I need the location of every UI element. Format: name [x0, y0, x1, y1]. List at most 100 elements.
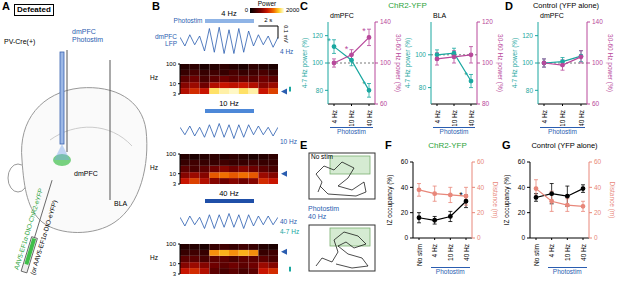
svg-text:40: 40	[594, 184, 602, 191]
html-text:B: B	[152, 0, 160, 12]
svg-text:4 Hz: 4 Hz	[541, 110, 548, 123]
svg-text:0.1 mV: 0.1 mV	[283, 25, 289, 43]
svg-text:AAV5-EF1α-DIO-ChR2-eYFP: AAV5-EF1α-DIO-ChR2-eYFP	[12, 187, 44, 271]
svg-text:140: 140	[592, 18, 603, 25]
svg-text:20: 20	[594, 209, 602, 216]
html-text:G: G	[502, 139, 511, 151]
svg-text:40 Hz: 40 Hz	[580, 244, 587, 261]
svg-text:60: 60	[594, 158, 602, 165]
svg-text:100: 100	[415, 51, 426, 58]
html-text:40 Hz: 40 Hz	[219, 189, 239, 198]
svg-text:30-60 Hz power (%): 30-60 Hz power (%)	[496, 34, 504, 92]
html-text:dmPFC LFP: dmPFC LFP	[155, 33, 177, 47]
svg-text:4 Hz: 4 Hz	[548, 244, 555, 257]
html-text:D: D	[505, 0, 513, 12]
svg-text:(or AAV5-EF1α-DIO-eYFP): (or AAV5-EF1α-DIO-eYFP)	[29, 199, 59, 276]
svg-text:60: 60	[592, 100, 600, 107]
svg-text:100: 100	[166, 241, 177, 247]
svg-text:Distance (m): Distance (m)	[491, 182, 499, 219]
svg-text:4 Hz: 4 Hz	[331, 110, 338, 123]
svg-text:3: 3	[173, 181, 177, 187]
svg-text:120: 120	[522, 32, 533, 39]
svg-text:4-7 Hz power (%): 4-7 Hz power (%)	[404, 38, 412, 89]
svg-text:0: 0	[404, 234, 408, 241]
svg-text:0: 0	[521, 234, 525, 241]
svg-text:100: 100	[482, 59, 493, 66]
svg-text:10 Hz: 10 Hz	[447, 244, 454, 261]
svg-text:60: 60	[518, 158, 526, 165]
svg-text:10 Hz: 10 Hz	[564, 244, 571, 261]
html-text:C: C	[300, 0, 308, 12]
svg-text:BLA: BLA	[114, 200, 128, 207]
svg-text:20: 20	[477, 209, 485, 216]
svg-text:*: *	[464, 70, 468, 80]
svg-text:Distance (m): Distance (m)	[608, 182, 616, 219]
svg-text:120: 120	[482, 18, 493, 25]
svg-text:100: 100	[592, 59, 603, 66]
html-text:Power: Power	[257, 0, 277, 7]
svg-text:80: 80	[526, 87, 534, 94]
svg-text:4 Hz: 4 Hz	[434, 110, 441, 123]
html-text:Photostim: Photostim	[72, 36, 104, 43]
svg-text:80: 80	[419, 84, 427, 91]
html-text:A: A	[2, 0, 10, 12]
html-text:Control (YFP alone): Control (YFP alone)	[531, 141, 598, 150]
svg-text:20: 20	[518, 209, 526, 216]
svg-text:*: *	[362, 26, 366, 36]
svg-text:40 Hz: 40 Hz	[366, 110, 373, 126]
svg-text:3: 3	[173, 271, 177, 277]
svg-text:120: 120	[312, 32, 323, 39]
svg-text:0: 0	[477, 234, 481, 241]
html-text:ChR2-YFP: ChR2-YFP	[428, 141, 467, 150]
svg-text:60: 60	[401, 158, 409, 165]
html-text:Photostim: Photostim	[173, 17, 203, 24]
svg-text:100: 100	[380, 59, 391, 66]
html-text:dmPFC: dmPFC	[72, 28, 96, 35]
svg-text:30-60 Hz power (%): 30-60 Hz power (%)	[394, 34, 402, 92]
svg-text:10: 10	[169, 81, 176, 87]
svg-text:10: 10	[169, 261, 176, 267]
html-text:PV-Cre(+): PV-Cre(+)	[4, 38, 36, 45]
svg-text:*: *	[345, 44, 349, 54]
svg-text:*: *	[362, 79, 366, 89]
svg-text:*: *	[459, 190, 463, 200]
svg-text:3: 3	[173, 91, 177, 97]
svg-text:dmPFC: dmPFC	[74, 170, 98, 177]
svg-text:40 Hz: 40 Hz	[578, 110, 585, 126]
svg-text:10 Hz: 10 Hz	[451, 110, 458, 126]
svg-text:IZ occupancy (%): IZ occupancy (%)	[386, 175, 394, 226]
svg-text:40: 40	[518, 184, 526, 191]
svg-text:80: 80	[482, 100, 490, 107]
svg-text:10 Hz: 10 Hz	[559, 110, 566, 126]
svg-text:10: 10	[169, 171, 176, 177]
svg-text:*: *	[327, 36, 331, 46]
svg-text:100: 100	[166, 61, 177, 67]
svg-text:4 Hz: 4 Hz	[431, 244, 438, 257]
svg-text:40: 40	[477, 184, 485, 191]
svg-text:4-7 Hz power (%): 4-7 Hz power (%)	[301, 38, 309, 89]
svg-text:40: 40	[401, 184, 409, 191]
svg-text:IZ occupancy (%): IZ occupancy (%)	[503, 175, 511, 226]
html-text:10 Hz: 10 Hz	[219, 99, 239, 108]
svg-text:10 Hz: 10 Hz	[348, 110, 355, 126]
svg-text:100: 100	[522, 59, 533, 66]
svg-text:60: 60	[380, 100, 388, 107]
svg-text:0: 0	[594, 234, 598, 241]
svg-text:30-60 Hz power (%): 30-60 Hz power (%)	[606, 34, 614, 92]
svg-text:80: 80	[316, 87, 324, 94]
svg-text:100: 100	[166, 151, 177, 157]
html-text:E: E	[300, 139, 308, 151]
svg-text:40 Hz: 40 Hz	[468, 110, 475, 126]
svg-text:4-7 Hz power (%): 4-7 Hz power (%)	[511, 38, 519, 89]
svg-text:60: 60	[477, 158, 485, 165]
html-text:Defeated: Defeated	[17, 5, 51, 14]
svg-text:20: 20	[401, 209, 409, 216]
html-text:Control (YFP alone): Control (YFP alone)	[532, 1, 600, 10]
svg-text:100: 100	[312, 59, 323, 66]
svg-text:40 Hz: 40 Hz	[463, 244, 470, 261]
svg-text:No stim: No stim	[416, 244, 423, 266]
html-text:ChR2-YFP: ChR2-YFP	[388, 1, 427, 10]
html-text:4 Hz: 4 Hz	[221, 9, 237, 18]
svg-text:140: 140	[380, 18, 391, 25]
svg-text:No stim: No stim	[533, 244, 540, 266]
